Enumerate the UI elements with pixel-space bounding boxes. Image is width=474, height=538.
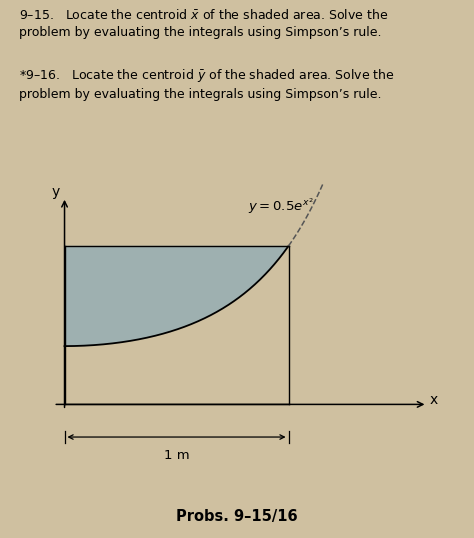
Text: 9–15.   Locate the centroid $\bar{x}$ of the shaded area. Solve the
problem by e: 9–15. Locate the centroid $\bar{x}$ of t… [19,8,388,39]
Text: $y = 0.5e^{x^2}$: $y = 0.5e^{x^2}$ [248,196,314,216]
Text: 1 m: 1 m [164,449,189,462]
Text: x: x [430,393,438,407]
Text: y: y [52,185,60,199]
Text: Probs. 9–15/16: Probs. 9–15/16 [176,509,298,524]
Text: *9–16.   Locate the centroid $\bar{y}$ of the shaded area. Solve the
problem by : *9–16. Locate the centroid $\bar{y}$ of … [19,67,395,101]
